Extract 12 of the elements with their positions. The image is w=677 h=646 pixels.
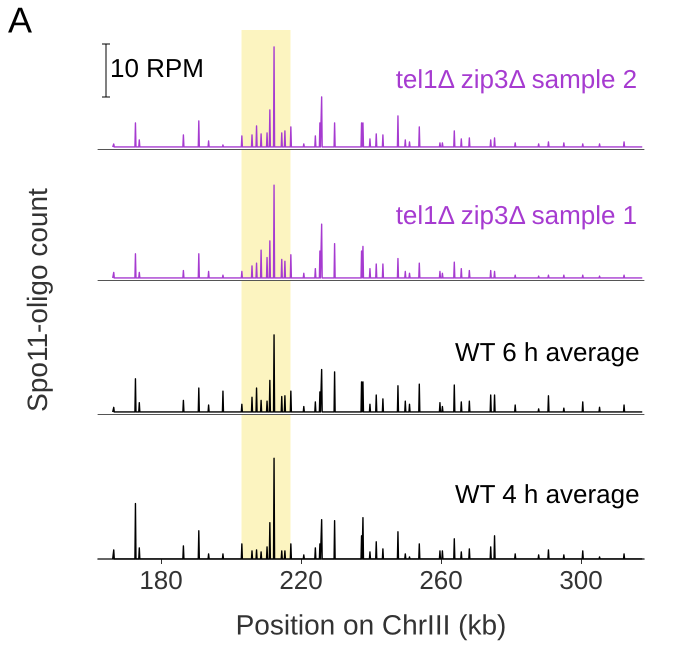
series-label: tel1Δ zip3Δ sample 2 — [396, 64, 638, 94]
series-label: WT 6 h average — [455, 337, 640, 367]
x-tick-label: 300 — [559, 565, 603, 595]
x-tick-label: 260 — [419, 565, 463, 595]
x-tick-label: 220 — [279, 565, 323, 595]
series-label: WT 4 h average — [455, 479, 640, 509]
text: A — [8, 0, 32, 40]
annotation: 10 RPM — [110, 53, 204, 83]
x-tick-label: 180 — [139, 565, 183, 595]
y-axis-title: Spo11-oligo count — [22, 188, 54, 412]
x-axis-title: Position on ChrIII (kb) — [236, 610, 506, 640]
series-label: tel1Δ zip3Δ sample 1 — [396, 200, 638, 230]
